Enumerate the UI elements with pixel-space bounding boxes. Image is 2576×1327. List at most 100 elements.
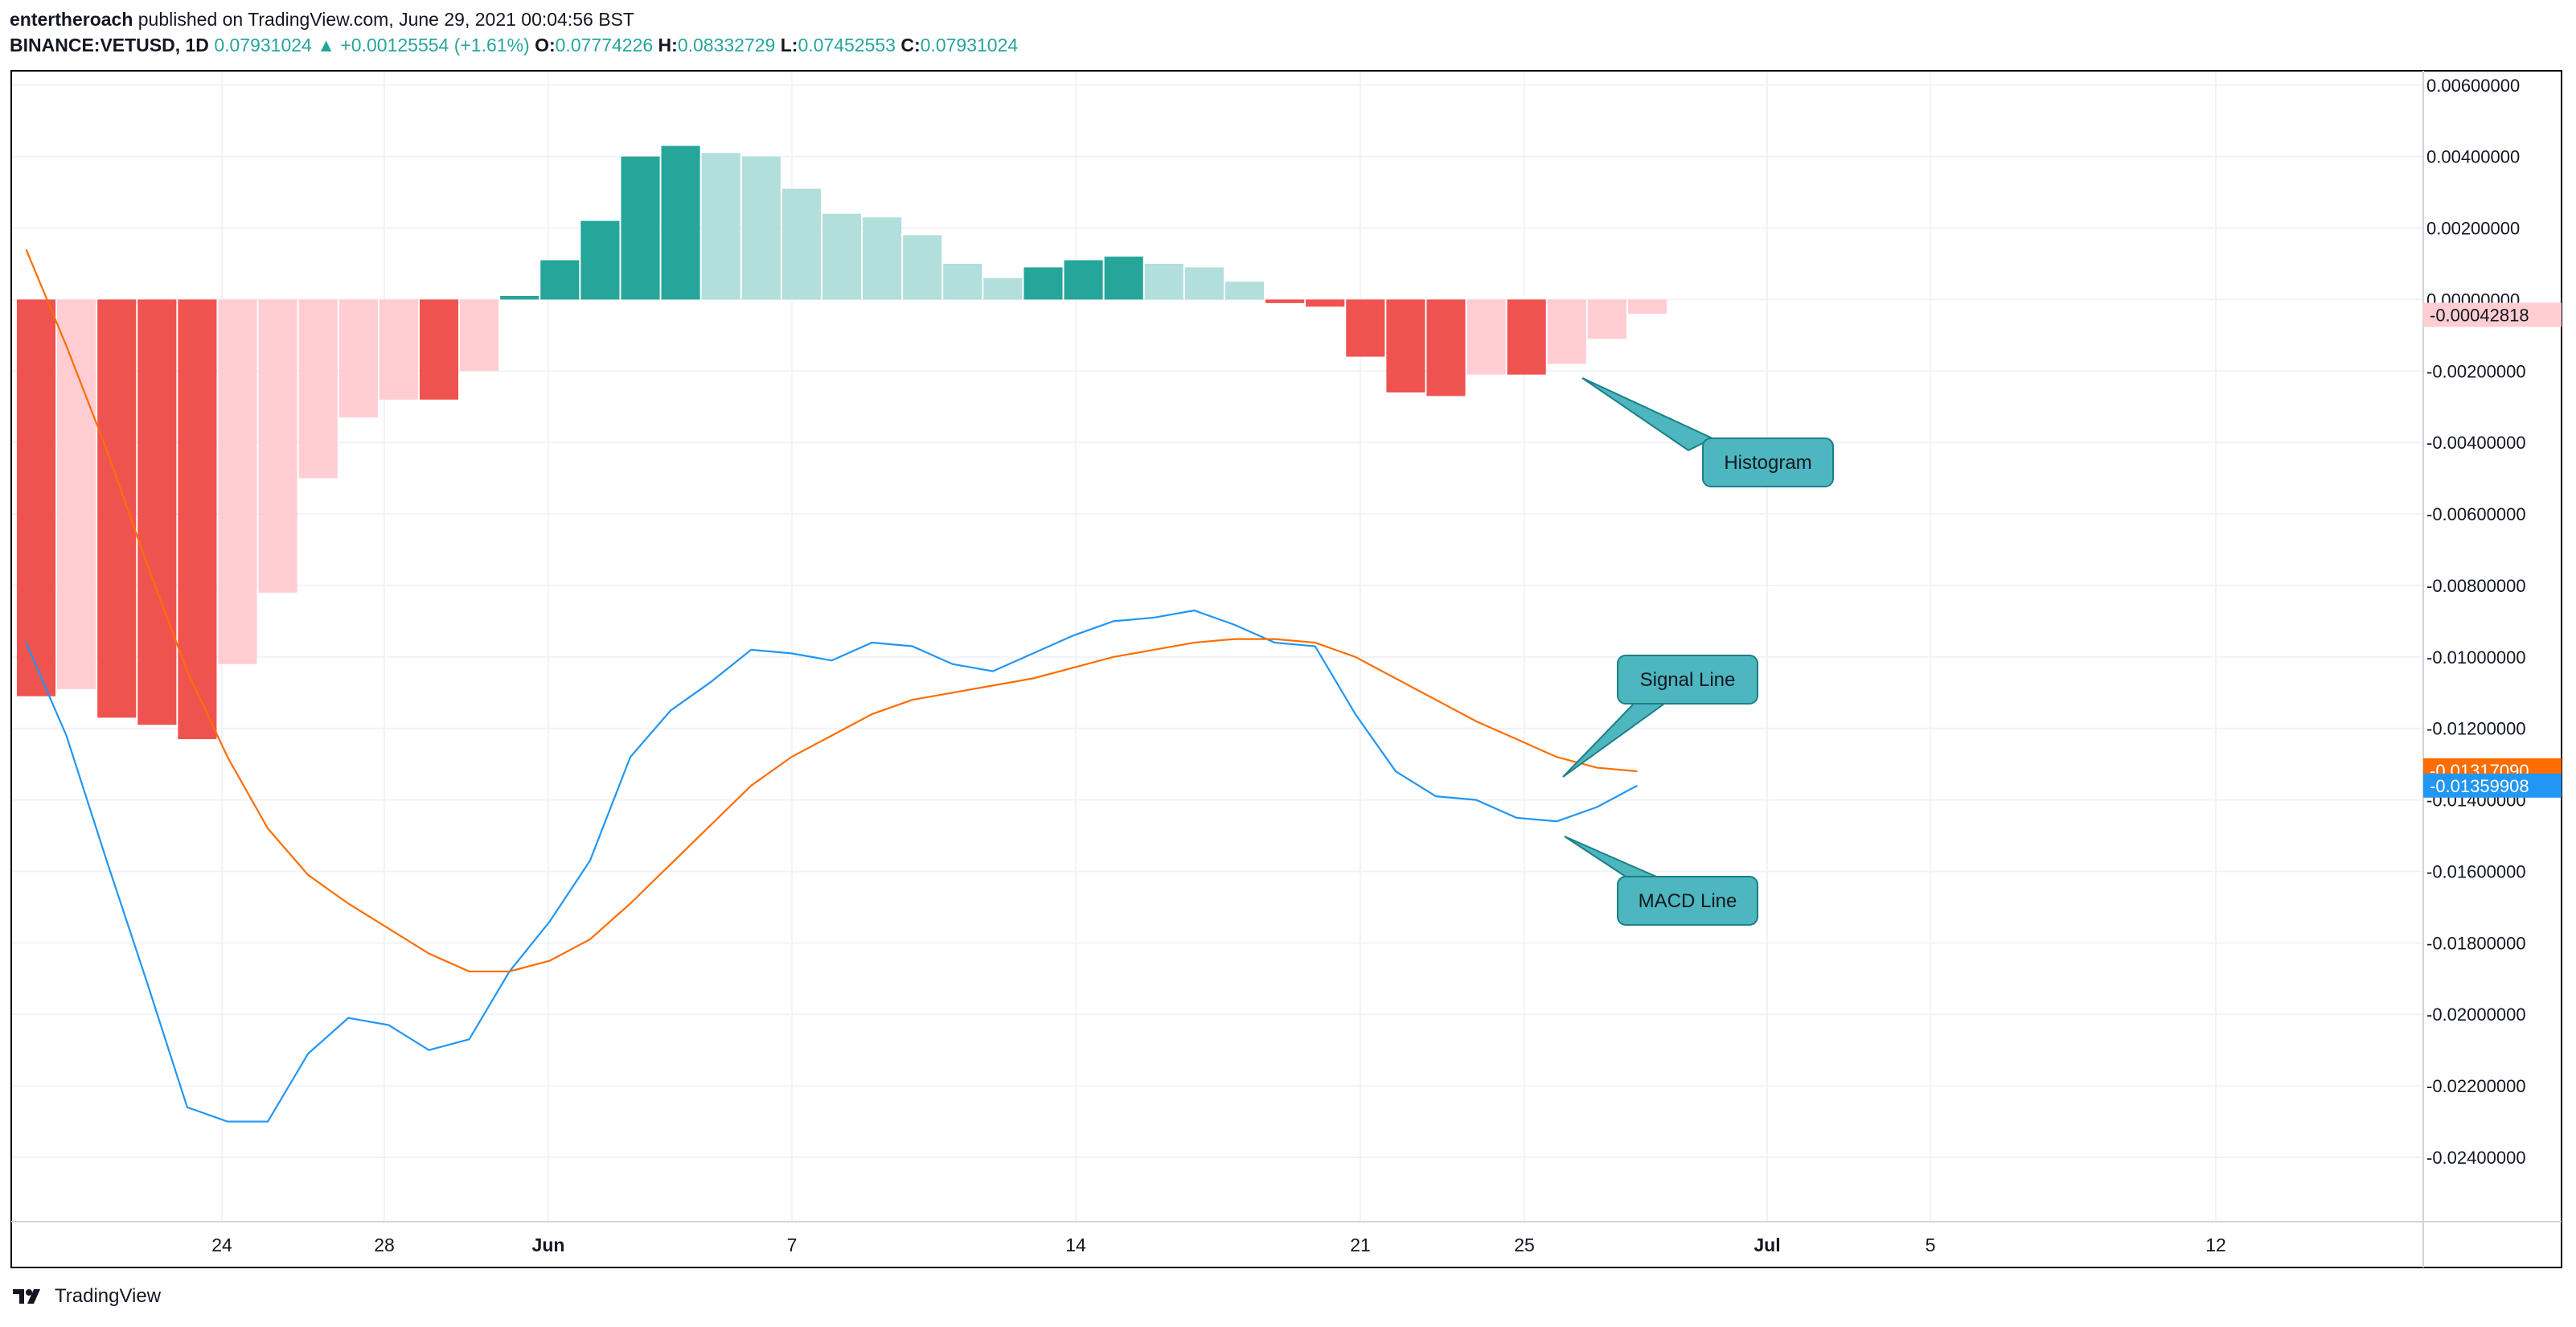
y-tick-label: -0.01000000 <box>2426 647 2526 668</box>
histogram-bar <box>1224 281 1265 300</box>
callout-box <box>1702 438 1834 487</box>
chart-border <box>10 70 2562 1268</box>
price-label-macd: -0.01359908 <box>2430 776 2529 796</box>
histogram-bar <box>97 299 137 718</box>
signal-line <box>25 249 1638 973</box>
y-tick-label: -0.00200000 <box>2426 361 2526 381</box>
symbol-info: BINANCE:VETUSD, 1D 0.07931024 ▲ +0.00125… <box>10 34 1018 56</box>
annotations: Histogram Signal Line MACD Line <box>1562 377 1834 926</box>
footer-brand[interactable]: TradingView <box>11 1285 161 1308</box>
y-tick-label: -0.00400000 <box>2426 433 2526 453</box>
callout-label-macd: MACD Line <box>1639 890 1737 912</box>
histogram-bar <box>500 295 539 300</box>
histogram-bar <box>983 277 1023 300</box>
x-tick-label: Jul <box>1754 1235 1780 1255</box>
x-tick-label: 24 <box>211 1235 232 1255</box>
publish-info: entertheroach published on TradingView.c… <box>10 8 634 31</box>
histogram-bar <box>1386 299 1425 392</box>
histogram-bar <box>258 299 297 593</box>
histogram-bar <box>298 299 338 479</box>
histogram-bar <box>16 299 56 696</box>
y-tick-label: -0.01200000 <box>2426 719 2526 739</box>
histogram-bar <box>1426 299 1466 396</box>
x-tick-label: 12 <box>2205 1235 2226 1255</box>
close-label: C: <box>900 35 921 55</box>
up-arrow-icon: ▲ <box>317 35 335 55</box>
close-value: 0.07931024 <box>920 35 1019 55</box>
histogram-bars <box>16 146 1667 740</box>
x-tick-label: 21 <box>1350 1235 1371 1255</box>
histogram-bar <box>1023 267 1063 300</box>
last-price: 0.07931024 <box>214 35 312 55</box>
y-tick-label: -0.02000000 <box>2426 1004 2526 1025</box>
y-tick-label: -0.01600000 <box>2426 861 2526 881</box>
price-axis[interactable]: 0.006000000.004000000.002000000.00000000… <box>2423 76 2562 1168</box>
callout-label-signal: Signal Line <box>1640 669 1736 691</box>
chart-frame <box>10 70 2562 1268</box>
histogram-bar <box>903 235 942 300</box>
histogram-bar <box>178 299 217 740</box>
histogram-bar <box>460 299 499 372</box>
histogram-bar <box>943 263 982 300</box>
histogram-bar <box>1547 299 1586 364</box>
histogram-bar <box>621 156 660 300</box>
author-name[interactable]: entertheroach <box>10 9 133 30</box>
y-tick-label: 0.00200000 <box>2426 219 2520 239</box>
callout-box <box>1617 655 1758 705</box>
x-tick-label: 28 <box>374 1235 395 1255</box>
histogram-bar <box>1306 299 1345 307</box>
y-tick-label: 0.00600000 <box>2426 76 2520 96</box>
histogram-bar <box>701 153 740 300</box>
histogram-bar <box>1144 263 1183 300</box>
tradingview-logo-icon <box>13 1289 40 1304</box>
open-label: O: <box>535 35 556 55</box>
y-tick-label: 0.00400000 <box>2426 147 2520 167</box>
high-label: H: <box>658 35 678 55</box>
histogram-bar <box>580 220 620 300</box>
histogram-bar <box>540 260 580 300</box>
y-tick-label: -0.01800000 <box>2426 933 2526 953</box>
indicator-lines <box>25 249 1638 1123</box>
histogram-bar <box>1346 299 1385 357</box>
y-tick-label: -0.02400000 <box>2426 1148 2526 1168</box>
histogram-bar <box>1265 299 1305 303</box>
x-tick-label: 25 <box>1514 1235 1535 1255</box>
time-axis[interactable]: 24 28 Jun 7 14 21 25 Jul 5 12 <box>211 1235 2226 1255</box>
brand-name: TradingView <box>55 1285 162 1307</box>
callout-pointer <box>1562 703 1667 778</box>
histogram-bar <box>1104 257 1143 300</box>
histogram-bar <box>57 299 96 689</box>
publish-text: published on TradingView.com, June 29, 2… <box>137 9 634 30</box>
price-change: +0.00125554 (+1.61%) <box>340 35 530 55</box>
x-tick-label: 14 <box>1065 1235 1086 1255</box>
price-label-badge <box>2423 302 2562 327</box>
x-tick-label: 7 <box>787 1235 798 1255</box>
low-value: 0.07452553 <box>798 35 896 55</box>
y-tick-label: -0.00800000 <box>2426 576 2526 596</box>
histogram-bar <box>379 299 418 400</box>
grid <box>11 71 2423 1222</box>
y-tick-label: -0.00600000 <box>2426 504 2526 524</box>
histogram-bar <box>822 213 862 300</box>
callout-pointer <box>1581 377 1715 452</box>
histogram-bar <box>1466 299 1506 375</box>
histogram-bar <box>1184 267 1224 300</box>
histogram-bar <box>338 299 378 418</box>
histogram-bar <box>661 146 700 300</box>
callout-label-histogram: Histogram <box>1724 452 1811 474</box>
histogram-bar <box>741 156 781 300</box>
price-label-histogram: -0.00042818 <box>2430 305 2529 325</box>
histogram-bar <box>1064 260 1103 300</box>
histogram-bar <box>218 299 257 664</box>
macd-line <box>25 609 1638 1123</box>
callout-box <box>1617 876 1758 926</box>
histogram-bar <box>1627 299 1667 314</box>
histogram-bar <box>863 217 902 300</box>
x-tick-label: 5 <box>1926 1235 1936 1255</box>
price-label-badge <box>2423 773 2562 798</box>
symbol-label: BINANCE:VETUSD, 1D <box>10 35 209 55</box>
histogram-bar <box>781 188 821 300</box>
histogram-bar <box>1587 299 1626 339</box>
open-value: 0.07774226 <box>555 35 654 55</box>
